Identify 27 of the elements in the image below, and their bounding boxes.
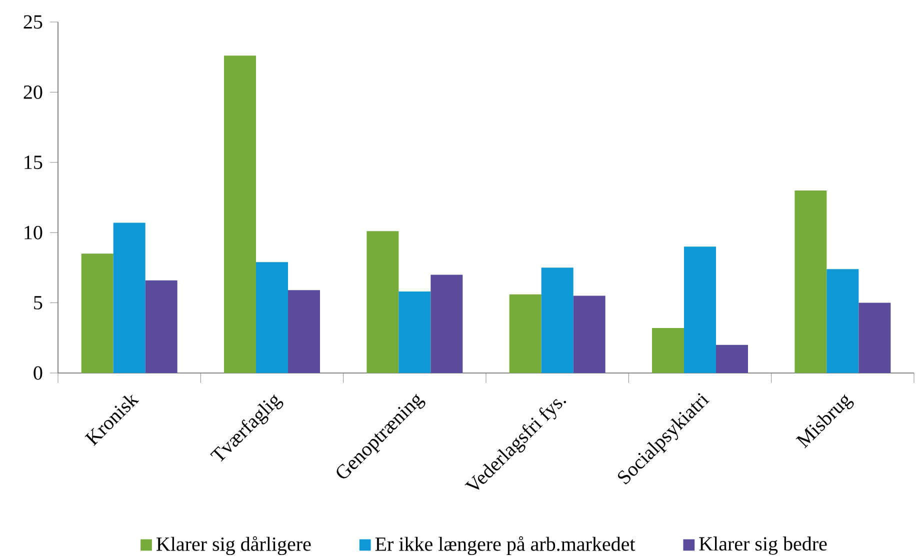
y-tick-label: 25: [24, 15, 42, 29]
bar: [541, 268, 574, 373]
bar: [366, 231, 399, 373]
bar: [826, 269, 859, 373]
bar: [256, 262, 288, 373]
bar: [81, 254, 114, 373]
y-tick-label: 0: [34, 366, 42, 380]
bar: [716, 344, 748, 373]
bar: [652, 328, 684, 373]
legend-label: Er ikke længere på arb.markedet: [375, 536, 636, 556]
y-tick-label: 5: [34, 296, 42, 310]
bar: [430, 274, 463, 373]
y-tick-label: 20: [24, 85, 42, 99]
bar: [224, 56, 256, 373]
bar: [794, 190, 827, 373]
legend-label: Klarer sig bedre: [699, 536, 827, 555]
legend-label: Klarer sig dårligere: [156, 536, 311, 556]
bar: [509, 294, 542, 373]
y-tick-label: 10: [24, 226, 42, 240]
bar: [858, 302, 891, 373]
bar: [113, 222, 146, 373]
y-tick-label: 15: [24, 156, 42, 170]
bar: [398, 292, 431, 373]
bar: [145, 280, 178, 373]
bar: [573, 296, 606, 373]
bar: [684, 246, 716, 373]
bar: [288, 290, 320, 373]
